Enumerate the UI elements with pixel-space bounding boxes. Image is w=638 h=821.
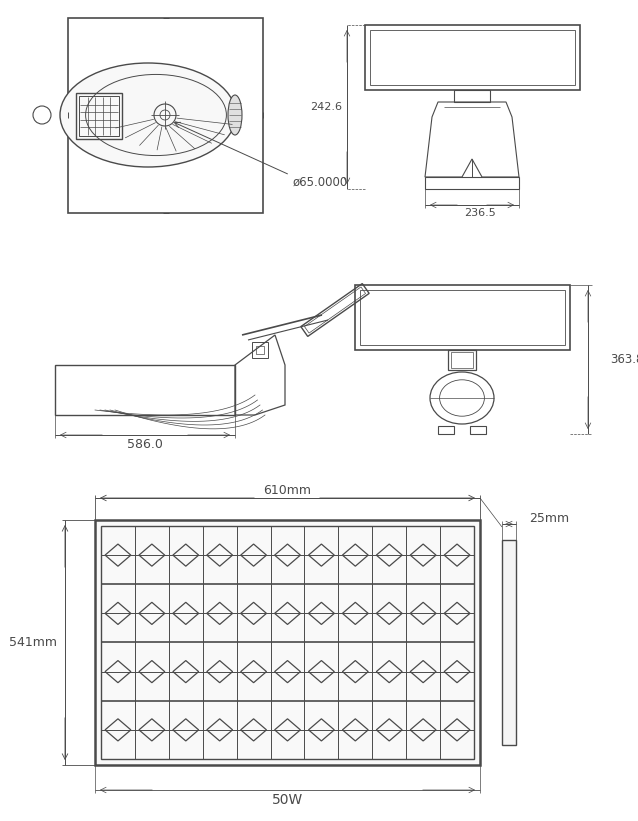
Bar — [360, 290, 565, 345]
Bar — [454, 90, 490, 102]
Bar — [256, 346, 264, 354]
Bar — [68, 18, 263, 213]
Bar — [252, 342, 268, 358]
Text: 25mm: 25mm — [529, 511, 569, 525]
Bar — [365, 25, 580, 90]
Text: 50W: 50W — [272, 793, 303, 807]
Bar — [76, 93, 122, 139]
Bar — [355, 285, 570, 350]
Bar — [438, 426, 454, 434]
Text: 586.0: 586.0 — [127, 438, 163, 452]
Bar — [370, 30, 575, 85]
Ellipse shape — [60, 63, 236, 167]
Text: 363.8: 363.8 — [610, 353, 638, 366]
Bar — [502, 540, 516, 745]
Bar — [448, 350, 476, 370]
Ellipse shape — [228, 95, 242, 135]
Bar — [95, 520, 480, 765]
Bar — [101, 526, 474, 759]
Text: 541mm: 541mm — [9, 636, 57, 649]
Bar — [79, 96, 119, 136]
Bar — [55, 365, 235, 415]
Bar — [425, 177, 519, 189]
Text: 236.5: 236.5 — [464, 208, 496, 218]
Text: ø65.0000: ø65.0000 — [293, 176, 348, 189]
Text: 610mm: 610mm — [263, 484, 311, 497]
Text: 242.6: 242.6 — [310, 102, 342, 112]
Bar — [470, 426, 486, 434]
Bar — [451, 352, 473, 368]
